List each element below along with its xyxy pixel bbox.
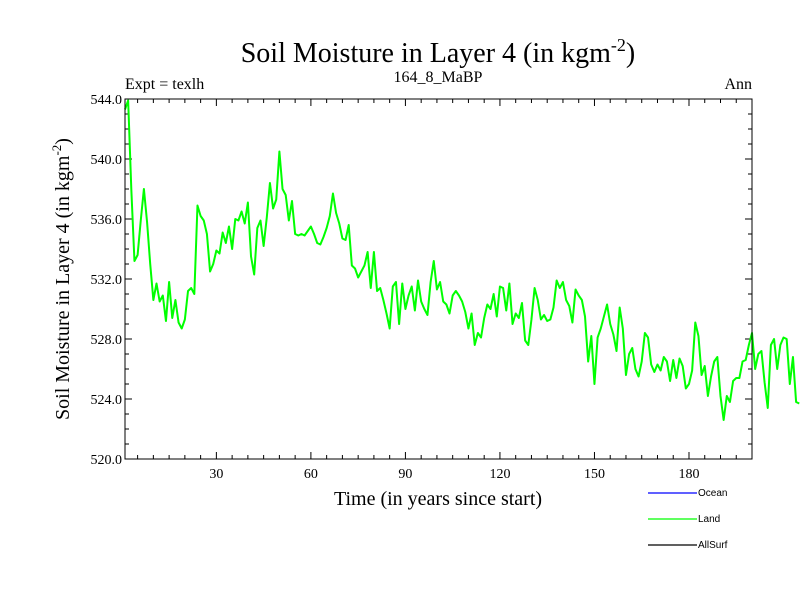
y-tick-label: 524.0 <box>91 393 123 408</box>
series-line-land <box>124 99 800 421</box>
y-tick-label: 528.0 <box>91 333 123 348</box>
subtitle-period: Ann <box>724 76 752 93</box>
chart-title: Soil Moisture in Layer 4 (in kgm-2) <box>241 35 636 69</box>
x-tick-label: 150 <box>584 467 605 482</box>
legend-label-ocean: Ocean <box>698 488 727 499</box>
y-axis-label: Soil Moisture in Layer 4 (in kgm-2) <box>49 138 74 420</box>
plot-frame <box>124 98 753 460</box>
subtitle-expt: Expt = texlh <box>125 76 204 93</box>
x-tick-label: 90 <box>398 467 412 482</box>
y-tick-label: 520.0 <box>91 453 123 468</box>
x-tick-label: 60 <box>304 467 318 482</box>
legend-label-land: Land <box>698 514 720 525</box>
y-tick-label: 532.0 <box>91 273 123 288</box>
legend: Ocean Land AllSurf <box>648 488 728 551</box>
x-tick-label: 180 <box>678 467 699 482</box>
axis-tick-labels: 520.0 524.0 528.0 532.0 536.0 540.0 544.0 30 60 9… <box>91 93 700 482</box>
y-tick-label: 540.0 <box>91 153 123 168</box>
x-tick-label: 30 <box>209 467 223 482</box>
x-tick-label: 120 <box>489 467 510 482</box>
y-tick-label: 544.0 <box>91 93 123 108</box>
data-lines <box>124 99 800 421</box>
subtitle-age: 164_8_MaBP <box>394 69 483 86</box>
legend-label-allsurf: AllSurf <box>698 540 728 551</box>
x-axis-label: Time (in years since start) <box>334 488 542 510</box>
axis-ticks <box>125 98 753 460</box>
y-tick-label: 536.0 <box>91 213 123 228</box>
